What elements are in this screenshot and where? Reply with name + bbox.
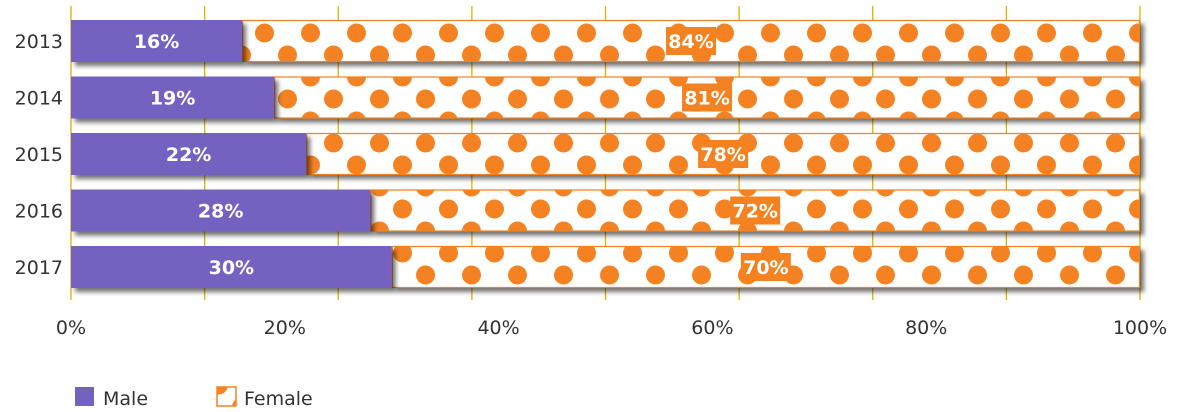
category-labels: 2013 2014 2015 2016 2017 — [15, 31, 63, 279]
legend-label-male: Male — [103, 388, 148, 410]
data-label-male: 16% — [134, 31, 179, 53]
bar-female-outline — [241, 19, 1141, 63]
x-tick-label: 100% — [1113, 317, 1167, 339]
data-label-female-box — [730, 196, 781, 225]
bar-female-outline — [306, 132, 1141, 176]
bar-female-outline — [391, 245, 1141, 289]
data-label-female: 72% — [732, 201, 777, 223]
data-label-female-box — [666, 27, 717, 55]
category-label: 2014 — [15, 88, 63, 110]
category-label: 2013 — [15, 31, 63, 53]
bar-male — [71, 20, 243, 62]
data-label-female-box — [698, 140, 749, 168]
category-label: 2016 — [15, 201, 63, 223]
data-label-female: 78% — [700, 144, 745, 166]
data-label-male: 19% — [150, 88, 195, 110]
bar-female-outline — [370, 189, 1141, 232]
x-tick-label: 40% — [477, 317, 519, 339]
data-label-female-box — [740, 253, 791, 281]
bar-male — [71, 76, 275, 119]
data-label-female: 81% — [684, 88, 729, 110]
data-label-female-box — [682, 83, 733, 112]
legend-swatch-male — [75, 387, 94, 406]
x-tick-label: 0% — [56, 317, 86, 339]
data-label-female: 84% — [668, 31, 713, 53]
data-label-male: 28% — [198, 201, 243, 223]
bar-female-outline — [274, 76, 1141, 119]
legend-label-female: Female — [244, 388, 313, 410]
category-label: 2015 — [15, 144, 63, 166]
category-label: 2017 — [15, 257, 63, 279]
data-label-male: 22% — [166, 144, 211, 166]
legend: Male Female — [75, 386, 313, 410]
data-labels: 16% 84% 19% 81% 22% 78% 28% 72% 30% 70% — [134, 27, 791, 281]
bar-male — [71, 133, 307, 175]
x-axis-tick-labels: 0% 20% 40% 60% 80% 100% — [56, 317, 1167, 339]
legend-swatch-female — [216, 386, 237, 407]
bar-male — [71, 246, 392, 288]
data-label-male: 30% — [209, 257, 254, 279]
x-tick-label: 60% — [691, 317, 733, 339]
data-label-female: 70% — [743, 257, 788, 279]
x-tick-label: 20% — [264, 317, 306, 339]
bar-male — [71, 189, 371, 232]
x-tick-label: 80% — [905, 317, 947, 339]
bars — [71, 19, 1141, 289]
